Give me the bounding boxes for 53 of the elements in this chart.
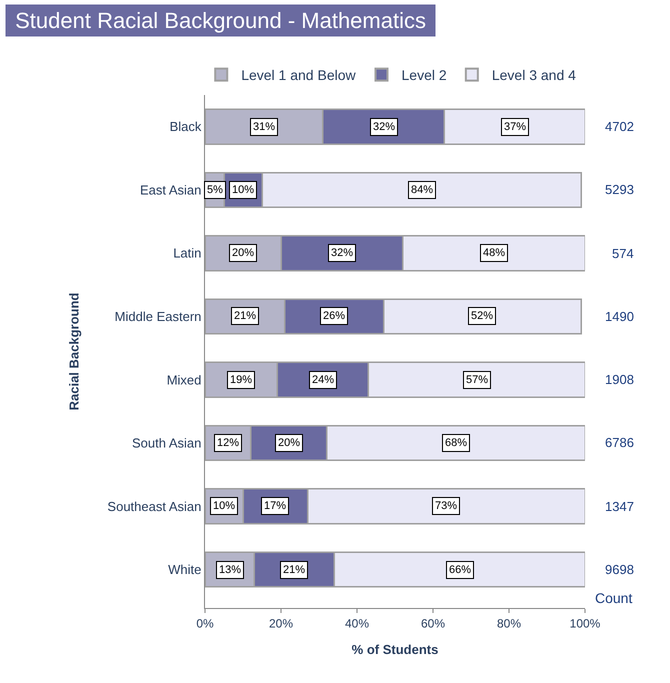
data-label: 84% — [411, 184, 434, 196]
data-label: 66% — [449, 564, 472, 576]
x-tick-label: 20% — [268, 616, 294, 630]
data-label: 48% — [483, 247, 506, 259]
data-label: 10% — [213, 500, 236, 512]
data-label: 20% — [278, 437, 300, 449]
data-label: 32% — [373, 121, 396, 133]
y-tick-label: Mixed — [166, 372, 202, 388]
legend-label: Level 1 and Below — [241, 67, 357, 84]
data-label: 5% — [207, 184, 224, 196]
data-label: 32% — [331, 247, 354, 259]
x-axis-title: % of Students — [352, 642, 438, 657]
data-label: 57% — [466, 374, 488, 386]
text: 1347 — [605, 499, 634, 514]
data-label: 26% — [323, 310, 346, 322]
text: 1490 — [605, 309, 634, 324]
y-tick-label: South Asian — [132, 436, 202, 451]
data-label: 21% — [234, 310, 256, 322]
y-tick-label: Southeast Asian — [107, 498, 202, 514]
data-label: 73% — [435, 500, 458, 512]
legend-label: Level 2 — [402, 67, 447, 84]
x-tick-label: 80% — [496, 616, 522, 630]
data-label: 68% — [445, 437, 468, 449]
text: Count — [595, 590, 632, 606]
data-label: 13% — [219, 564, 242, 576]
text: 9698 — [605, 562, 634, 577]
chart-title: Student Racial Background - Mathematics — [9, 8, 432, 33]
y-tick-label: Latin — [173, 246, 202, 261]
x-tick-label: 100% — [570, 616, 601, 630]
data-label: 19% — [230, 374, 252, 386]
data-label: 24% — [312, 374, 334, 386]
y-tick-label: Middle Eastern — [114, 309, 202, 324]
x-tick-label: 40% — [344, 616, 370, 630]
data-label: 21% — [283, 564, 306, 576]
data-label: 52% — [471, 310, 494, 322]
x-tick-label: 60% — [420, 616, 446, 630]
data-label: 10% — [232, 184, 254, 196]
text: 5293 — [605, 182, 634, 197]
text: 574 — [612, 246, 634, 261]
y-axis-title: Racial Background — [66, 292, 82, 410]
legend-label: Level 3 and 4 — [492, 67, 576, 84]
y-tick-label: Black — [170, 119, 202, 134]
data-label: 37% — [504, 121, 526, 133]
data-label: 31% — [253, 121, 276, 133]
text: 4702 — [605, 119, 634, 134]
y-tick-label: White — [168, 562, 202, 578]
data-label: 17% — [264, 500, 286, 512]
text: 6786 — [605, 435, 634, 450]
data-label: 20% — [232, 247, 254, 259]
text: 1908 — [605, 372, 634, 387]
x-tick-label: 0% — [196, 616, 214, 630]
y-tick-label: East Asian — [140, 182, 202, 198]
data-label: 12% — [217, 437, 240, 449]
